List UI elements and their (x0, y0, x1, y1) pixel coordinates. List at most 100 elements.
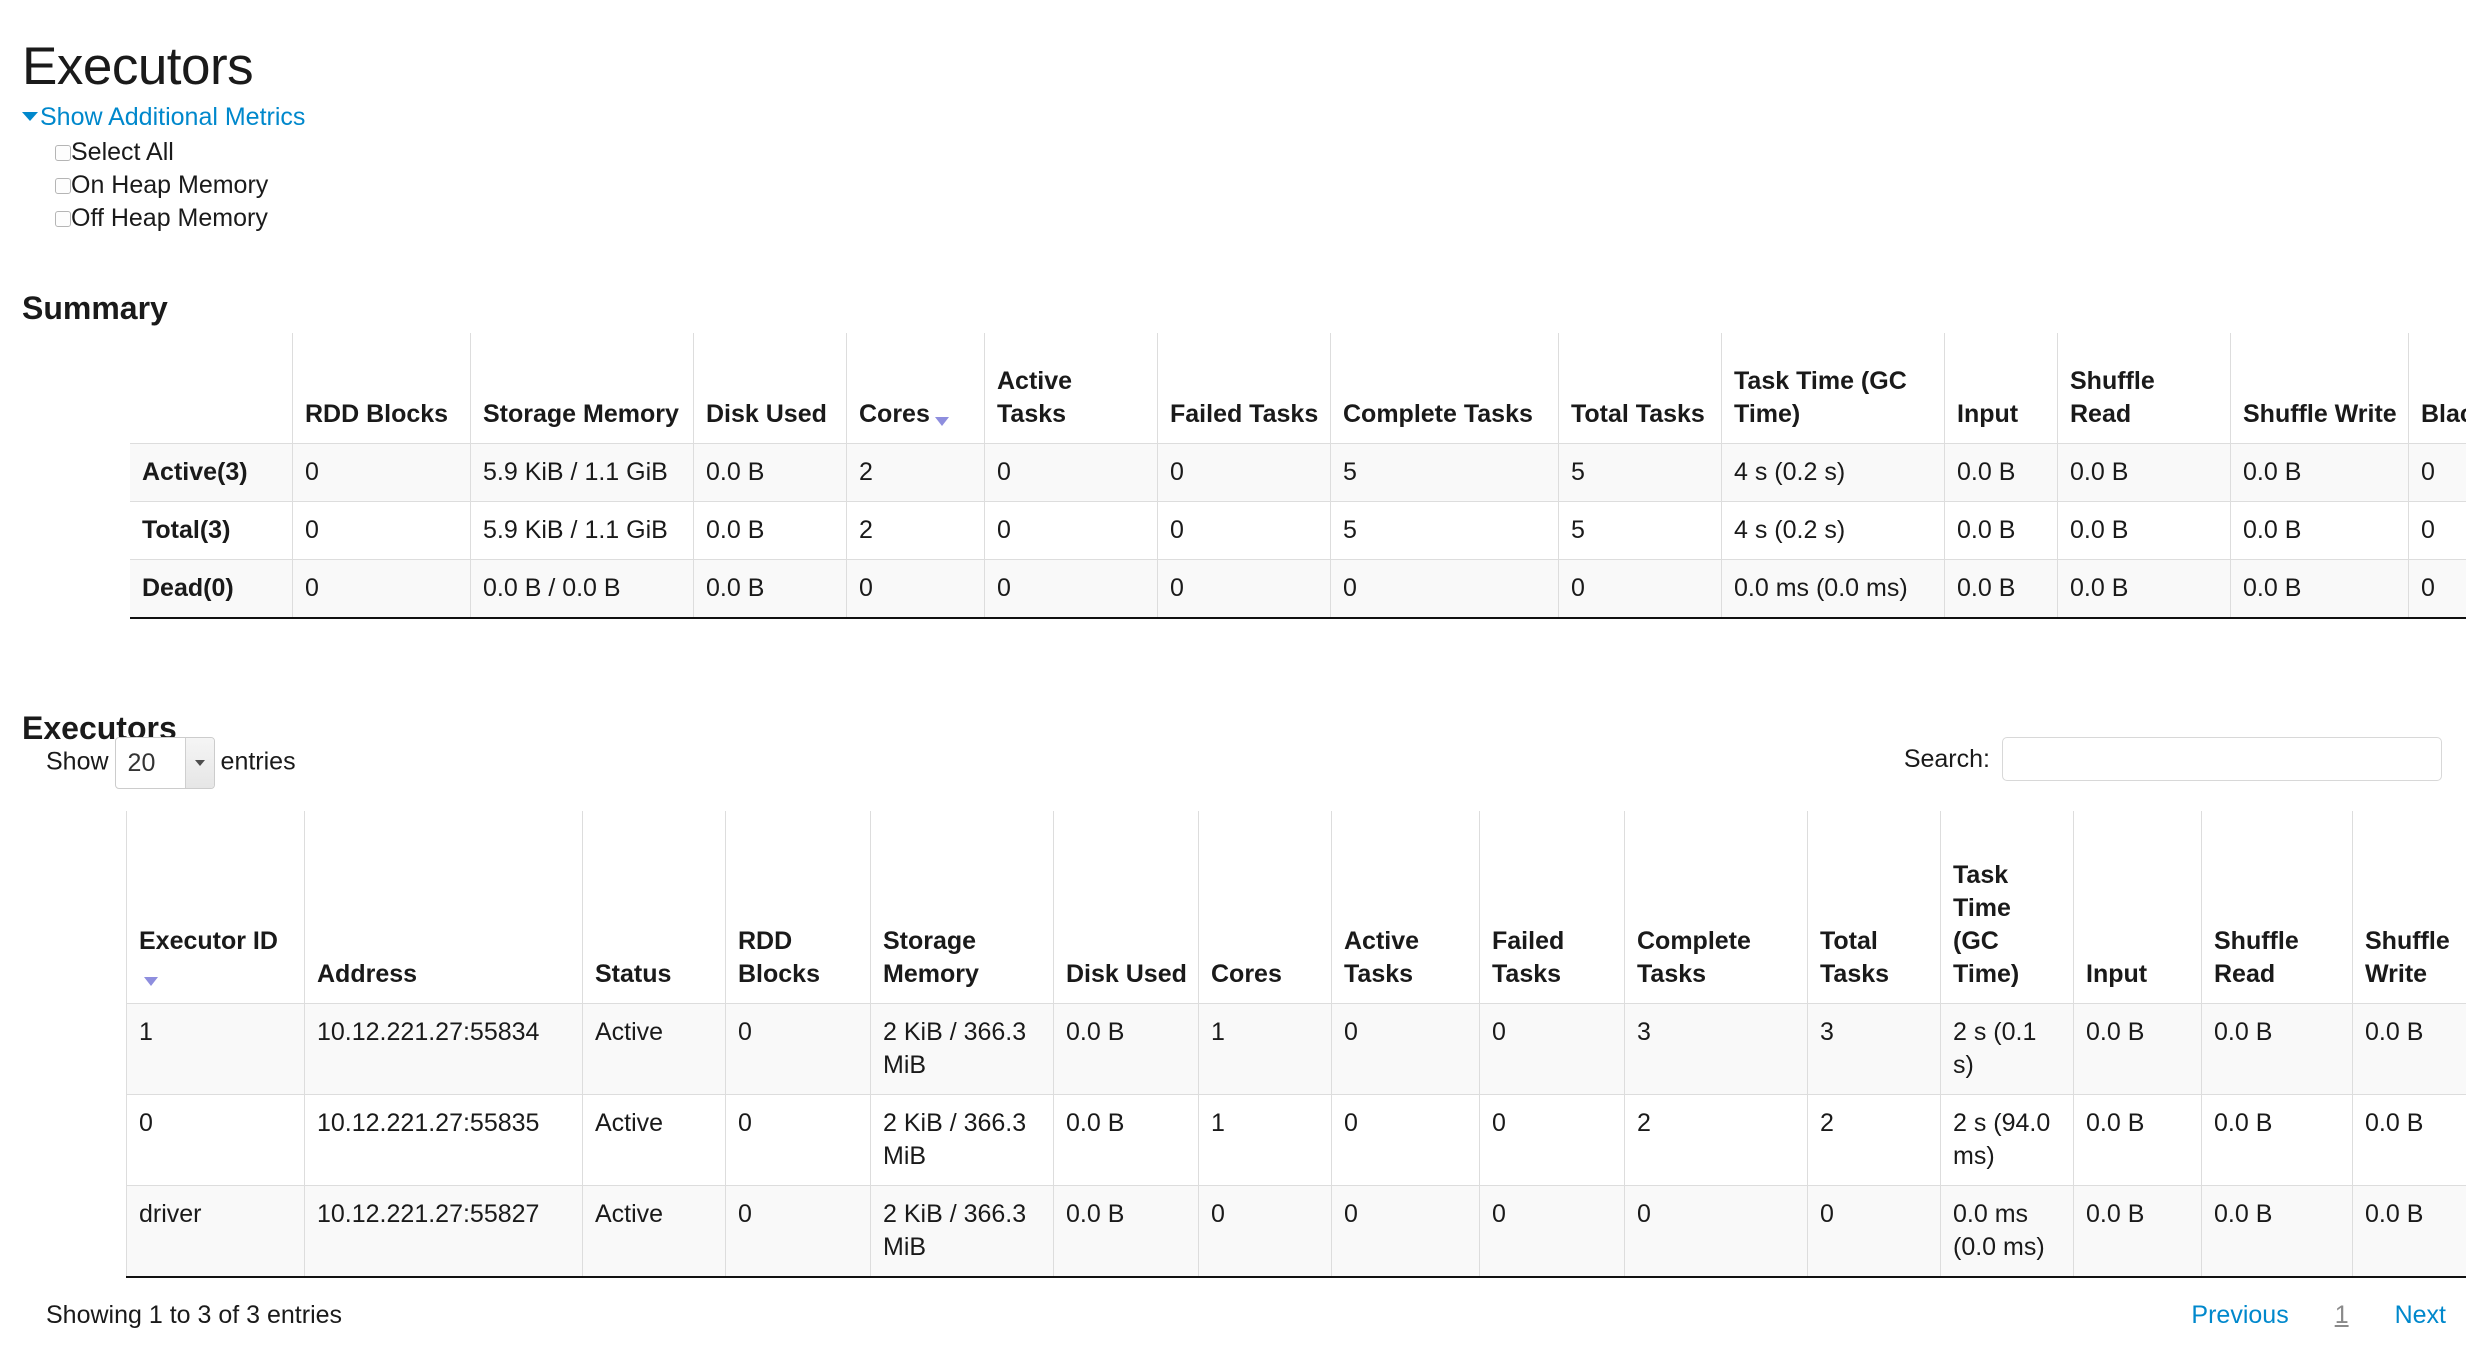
checkbox-select-all[interactable] (55, 145, 71, 161)
entries-per-page-select[interactable]: 20 (114, 737, 215, 789)
exec-col-address[interactable]: Address (304, 811, 583, 1004)
sort-descending-caret-icon (934, 417, 949, 426)
checkbox-off-heap-memory[interactable] (55, 211, 71, 227)
cell-complete-tasks: 0 (1624, 1185, 1808, 1278)
summary-col-failed-tasks[interactable]: Failed Tasks (1157, 333, 1331, 444)
cell-shuffle-write: 0.0 B (2352, 1094, 2466, 1186)
cell-active-tasks: 0 (1331, 1003, 1480, 1095)
cell-shuffle-read: 0.0 B (2201, 1003, 2353, 1095)
cell-input: 0.0 B (2073, 1003, 2202, 1095)
cell-address: 10.12.221.27:55835 (304, 1094, 583, 1186)
summary-table-body: Active(3) 0 5.9 KiB / 1.1 GiB 0.0 B 2 0 … (130, 443, 2466, 619)
summary-col-blacklisted[interactable]: Blacklisted (2408, 333, 2466, 444)
summary-table: RDD Blocks Storage Memory Disk Used Core… (130, 333, 2466, 619)
metric-option-label: On Heap Memory (71, 171, 269, 199)
cell-complete-tasks: 3 (1624, 1003, 1808, 1095)
page-title: Executors (22, 36, 254, 96)
cell-rdd-blocks: 0 (292, 443, 471, 502)
cell-total-tasks: 5 (1558, 443, 1722, 502)
cell-status: Active (582, 1185, 726, 1278)
cell-task-time: 0.0 ms (0.0 ms) (1721, 559, 1945, 619)
cell-shuffle-write: 0.0 B (2230, 443, 2409, 502)
metric-option-on-heap-memory[interactable]: On Heap Memory (55, 169, 268, 202)
show-additional-metrics-toggle[interactable]: Show Additional Metrics (22, 102, 305, 132)
exec-col-failed-tasks[interactable]: Failed Tasks (1479, 811, 1625, 1004)
executors-table-head: Executor ID Address Status RDD Blocks St… (126, 811, 2466, 1004)
cell-address: 10.12.221.27:55827 (304, 1185, 583, 1278)
summary-col-total-tasks[interactable]: Total Tasks (1558, 333, 1722, 444)
cell-active-tasks: 0 (984, 501, 1158, 560)
exec-col-shuffle-read[interactable]: Shuffle Read (2201, 811, 2353, 1004)
exec-col-executor-id-label: Executor ID (139, 927, 278, 955)
exec-col-complete-tasks[interactable]: Complete Tasks (1624, 811, 1808, 1004)
summary-table-container: RDD Blocks Storage Memory Disk Used Core… (130, 333, 2466, 619)
cell-executor-id: driver (126, 1185, 305, 1278)
summary-col-storage-memory[interactable]: Storage Memory (470, 333, 694, 444)
cell-rdd-blocks: 0 (725, 1003, 871, 1095)
metric-option-off-heap-memory[interactable]: Off Heap Memory (55, 202, 268, 235)
exec-col-cores[interactable]: Cores (1198, 811, 1332, 1004)
summary-col-shuffle-write[interactable]: Shuffle Write (2230, 333, 2409, 444)
cell-disk-used: 0.0 B (1053, 1185, 1199, 1278)
cell-total-tasks: 5 (1558, 501, 1722, 560)
exec-col-rdd-blocks[interactable]: RDD Blocks (725, 811, 871, 1004)
exec-col-disk-used[interactable]: Disk Used (1053, 811, 1199, 1004)
search-input[interactable] (2002, 737, 2442, 781)
metric-option-label: Select All (71, 138, 174, 166)
show-additional-metrics-label: Show Additional Metrics (40, 103, 306, 131)
additional-metrics-list: Select All On Heap Memory Off Heap Memor… (55, 136, 268, 235)
exec-col-shuffle-write[interactable]: Shuffle Write (2352, 811, 2466, 1004)
cell-failed-tasks: 0 (1479, 1185, 1625, 1278)
exec-col-total-tasks[interactable]: Total Tasks (1807, 811, 1941, 1004)
cell-shuffle-write: 0.0 B (2352, 1185, 2466, 1278)
cell-total-tasks: 0 (1558, 559, 1722, 619)
exec-col-executor-id[interactable]: Executor ID (126, 811, 305, 1004)
metric-option-select-all[interactable]: Select All (55, 136, 268, 169)
exec-col-input[interactable]: Input (2073, 811, 2202, 1004)
cell-cores: 0 (1198, 1185, 1332, 1278)
cell-storage-memory: 2 KiB / 366.3 MiB (870, 1094, 1054, 1186)
cell-status: Active (582, 1094, 726, 1186)
search-control: Search: (1904, 737, 2442, 781)
cell-input: 0.0 B (1944, 559, 2058, 619)
page-number-1[interactable]: 1 (2334, 1301, 2349, 1329)
table-row: Active(3) 0 5.9 KiB / 1.1 GiB 0.0 B 2 0 … (130, 443, 2466, 502)
executors-table: Executor ID Address Status RDD Blocks St… (126, 811, 2466, 1278)
summary-col-active-tasks[interactable]: Active Tasks (984, 333, 1158, 444)
summary-col-input[interactable]: Input (1944, 333, 2058, 444)
exec-col-task-time[interactable]: Task Time (GC Time) (1940, 811, 2074, 1004)
cell-storage-memory: 5.9 KiB / 1.1 GiB (470, 501, 694, 560)
cell-disk-used: 0.0 B (693, 443, 847, 502)
cell-active-tasks: 0 (984, 443, 1158, 502)
summary-header-row: RDD Blocks Storage Memory Disk Used Core… (130, 333, 2466, 444)
cell-blacklisted: 0 (2408, 501, 2466, 560)
summary-col-shuffle-read[interactable]: Shuffle Read (2057, 333, 2231, 444)
cell-total-tasks: 3 (1807, 1003, 1941, 1095)
cell-complete-tasks: 2 (1624, 1094, 1808, 1186)
cell-cores: 1 (1198, 1003, 1332, 1095)
cell-blacklisted: 0 (2408, 559, 2466, 619)
summary-col-rdd-blocks[interactable]: RDD Blocks (292, 333, 471, 444)
summary-col-complete-tasks[interactable]: Complete Tasks (1330, 333, 1559, 444)
cell-rdd-blocks: 0 (292, 501, 471, 560)
cell-executor-id: 0 (126, 1094, 305, 1186)
exec-col-active-tasks[interactable]: Active Tasks (1331, 811, 1480, 1004)
summary-col-task-time[interactable]: Task Time (GC Time) (1721, 333, 1945, 444)
summary-table-head: RDD Blocks Storage Memory Disk Used Core… (130, 333, 2466, 444)
next-page-button[interactable]: Next (2394, 1301, 2446, 1329)
exec-col-storage-memory[interactable]: Storage Memory (870, 811, 1054, 1004)
checkbox-on-heap-memory[interactable] (55, 178, 71, 194)
cell-failed-tasks: 0 (1157, 443, 1331, 502)
exec-col-status[interactable]: Status (582, 811, 726, 1004)
cell-input: 0.0 B (1944, 443, 2058, 502)
cell-rdd-blocks: 0 (292, 559, 471, 619)
summary-col-cores[interactable]: Cores (846, 333, 985, 444)
caret-down-icon (22, 111, 38, 121)
metric-option-label: Off Heap Memory (71, 204, 268, 232)
cell-cores: 0 (846, 559, 985, 619)
summary-col-disk-used[interactable]: Disk Used (693, 333, 847, 444)
chevron-down-icon (184, 738, 214, 788)
cell-shuffle-write: 0.0 B (2352, 1003, 2466, 1095)
previous-page-button[interactable]: Previous (2191, 1301, 2289, 1329)
